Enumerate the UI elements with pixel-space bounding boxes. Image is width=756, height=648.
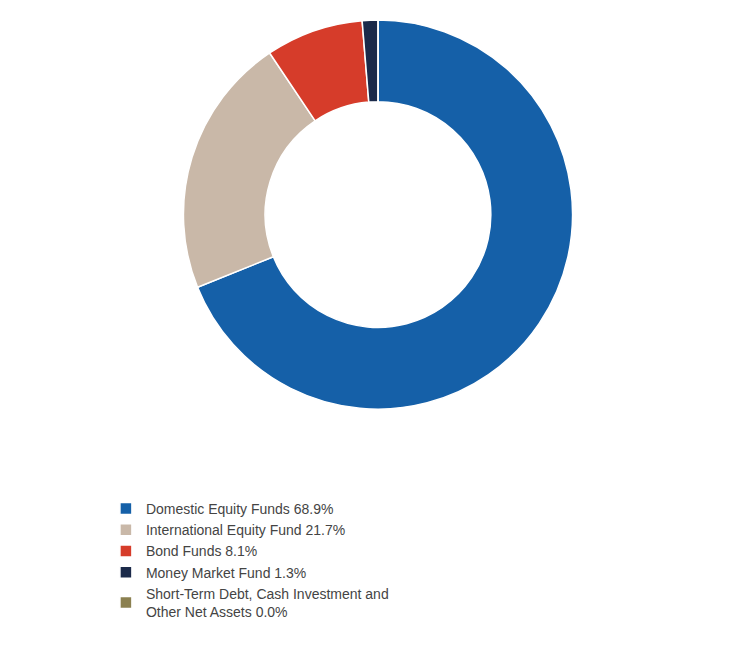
svg-text:Money Market Fund 1.3%: Money Market Fund 1.3% bbox=[146, 565, 306, 581]
svg-text:International Equity Fund 21.7: International Equity Fund 21.7% bbox=[146, 522, 345, 538]
svg-text:Domestic Equity Funds 68.9%: Domestic Equity Funds 68.9% bbox=[146, 501, 334, 517]
svg-text:Bond Funds 8.1%: Bond Funds 8.1% bbox=[146, 543, 257, 559]
svg-text:Short-Term Debt, Cash Investme: Short-Term Debt, Cash Investment andOthe… bbox=[146, 586, 389, 620]
